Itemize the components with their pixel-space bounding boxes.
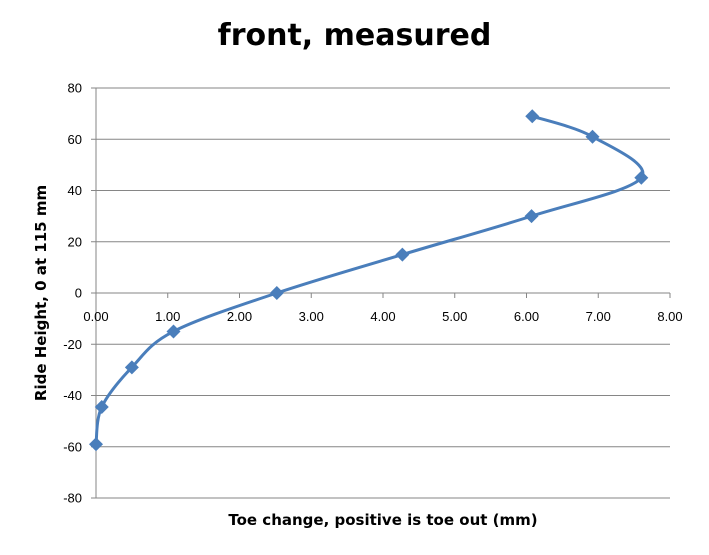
y-tick-label: 0 (75, 286, 82, 301)
chart-title: front, measured (217, 18, 492, 53)
y-tick-label: 60 (68, 132, 82, 147)
x-tick-label: 3.00 (299, 309, 324, 324)
series-layer (89, 109, 649, 452)
x-tick-label: 1.00 (155, 309, 180, 324)
x-tick-label: 2.00 (227, 309, 252, 324)
y-tick-label: -60 (63, 439, 82, 454)
data-point-marker (634, 170, 649, 185)
x-tick-label: 4.00 (370, 309, 395, 324)
data-point-marker (89, 437, 103, 452)
x-tick-label: 6.00 (514, 309, 539, 324)
y-tick-label: -40 (63, 388, 82, 403)
y-tick-label: 80 (68, 81, 82, 96)
x-tick-label: 5.00 (442, 309, 467, 324)
y-tick-label: -20 (63, 337, 82, 352)
data-point-marker (124, 360, 139, 375)
data-point-marker (524, 209, 539, 224)
x-tick-label: 0.00 (83, 309, 108, 324)
x-axis-title: Toe change, positive is toe out (mm) (228, 511, 537, 529)
y-tick-label: 40 (68, 183, 82, 198)
x-tick-label: 8.00 (657, 309, 682, 324)
series-line (94, 114, 645, 446)
data-point-marker (395, 247, 410, 262)
y-tick-label: 20 (68, 234, 82, 249)
axes (91, 87, 671, 499)
y-axis-title: Ride Height, 0 at 115 mm (32, 185, 50, 401)
data-point-marker (585, 129, 600, 144)
y-tick-label: -80 (63, 491, 82, 506)
data-point-marker (94, 400, 109, 415)
x-tick-label: 7.00 (586, 309, 611, 324)
gridlines (96, 87, 670, 499)
tick-labels: 80 60 40 20 0 -20 -40 -60 -80 0.00 1.00 2.00 3.00 4.0… (63, 81, 682, 506)
data-point-marker (166, 324, 181, 339)
data-point-marker (269, 286, 284, 300)
data-point-marker (525, 109, 540, 124)
